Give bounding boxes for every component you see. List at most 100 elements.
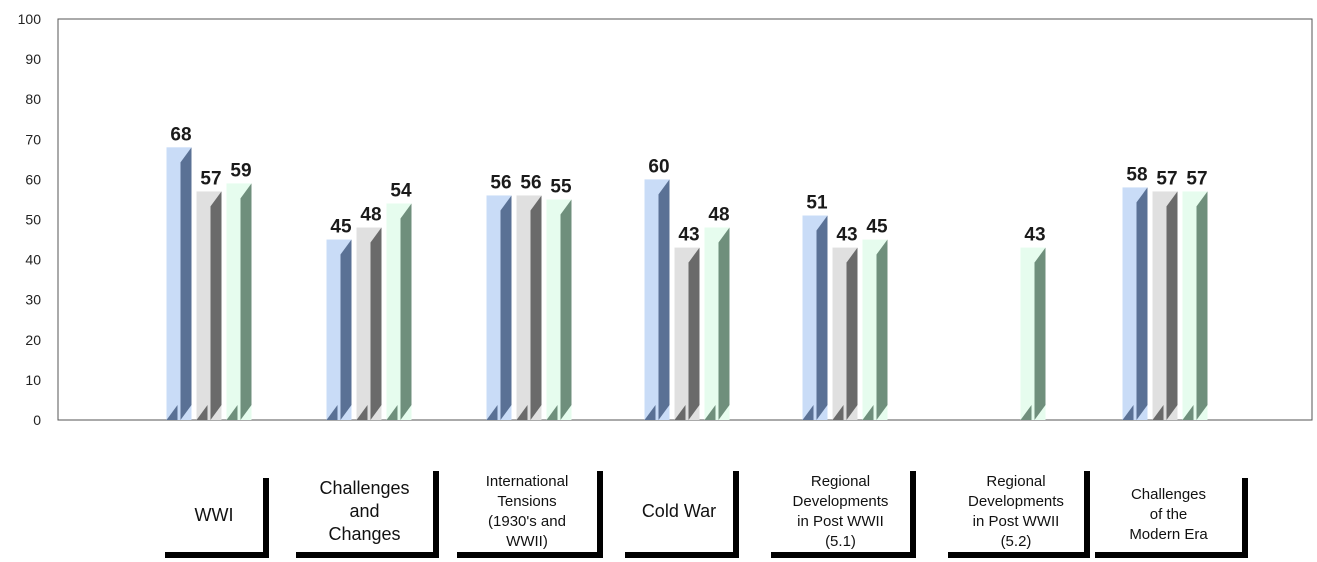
bar-base <box>166 405 178 420</box>
bar <box>166 147 192 420</box>
bar <box>516 195 542 420</box>
bar <box>226 183 252 420</box>
bar-side <box>1034 247 1046 420</box>
bar-side <box>846 247 858 420</box>
bar-side <box>1166 191 1178 420</box>
bar-side <box>688 247 700 420</box>
bar <box>196 191 222 420</box>
bar <box>356 227 382 420</box>
category-label-line: Regional <box>986 472 1046 490</box>
y-tick-label: 20 <box>25 332 41 348</box>
bar-base <box>546 405 558 420</box>
bar <box>546 199 572 420</box>
data-label: 48 <box>708 205 729 226</box>
category-label-line: Regional <box>810 472 871 490</box>
bars <box>166 147 1208 420</box>
bar-side <box>400 203 412 420</box>
bar-base <box>326 405 338 420</box>
bar-side <box>370 227 382 420</box>
category-label-line: and <box>349 501 380 521</box>
bar <box>704 227 730 420</box>
y-tick-label: 100 <box>18 11 42 27</box>
category-label-line: of the <box>1149 506 1188 523</box>
y-tick-label: 60 <box>25 171 41 187</box>
y-tick-label: 0 <box>33 412 41 428</box>
data-label: 45 <box>866 217 888 238</box>
category-label-line: Tensions <box>497 492 557 510</box>
category-label: WWI <box>165 478 269 558</box>
bar <box>644 179 670 420</box>
bar-base <box>644 405 656 420</box>
bar-base <box>674 405 686 420</box>
category-label-line: in Post WWII <box>797 512 884 530</box>
bar-side <box>210 191 222 420</box>
bar <box>1020 247 1046 420</box>
bar-side <box>500 195 512 420</box>
data-label: 60 <box>648 156 669 177</box>
category-label: International Tensions (1930's and WWII) <box>457 471 603 558</box>
bar-base <box>356 405 368 420</box>
category-label-line: Developments <box>792 492 889 510</box>
bar-base <box>802 405 814 420</box>
data-labels: 68 57 59 45 48 54 56 56 55 60 43 48 51 43 45 43 58 57 57 <box>170 124 1207 245</box>
y-tick-label: 50 <box>25 212 41 228</box>
category-label: Cold War <box>625 471 739 558</box>
bar <box>674 247 700 420</box>
bar-side <box>1196 191 1208 420</box>
category-label-line: Challenges <box>1130 486 1207 503</box>
bar-base <box>516 405 528 420</box>
data-label: 43 <box>1024 225 1045 246</box>
data-label: 54 <box>390 180 412 201</box>
y-tick-label: 40 <box>25 252 41 268</box>
category-label-line: Cold War <box>641 501 717 521</box>
y-tick-label: 30 <box>25 292 41 308</box>
data-label: 45 <box>330 217 352 238</box>
bar-base <box>196 405 208 420</box>
bar-side <box>658 179 670 420</box>
data-label: 59 <box>230 160 251 181</box>
data-label: 56 <box>490 172 511 193</box>
category-label-text: Challenges of the Modern Era <box>1129 485 1207 545</box>
category-label: Challenges of the Modern Era <box>1095 478 1248 558</box>
data-label: 57 <box>1156 168 1177 189</box>
bar-base <box>1020 405 1032 420</box>
data-label: 55 <box>550 176 572 197</box>
data-label: 58 <box>1126 164 1147 185</box>
bar-side <box>240 183 252 420</box>
bar-base <box>1152 405 1164 420</box>
bar-base <box>832 405 844 420</box>
bar <box>386 203 412 420</box>
bar-side <box>816 215 828 420</box>
category-label-text: Cold War <box>642 500 716 523</box>
category-label-line: (1930's and <box>488 512 566 530</box>
bar-side <box>340 239 352 420</box>
bar-base <box>226 405 238 420</box>
bar-chart: 0 10 20 30 40 50 60 70 80 90 100 68 57 59 45 48 54 56 56 5… <box>18 11 1313 428</box>
data-label: 57 <box>1186 168 1207 189</box>
bar-base <box>862 405 874 420</box>
bar <box>802 215 828 420</box>
category-label-line: in Post WWII <box>972 512 1060 530</box>
bar <box>1152 191 1178 420</box>
bar <box>1122 187 1148 420</box>
bar-side <box>530 195 542 420</box>
category-label-text: WWI <box>195 504 234 527</box>
y-tick-label: 10 <box>25 372 41 388</box>
category-label-text: Challenges and Changes <box>319 477 409 546</box>
data-label: 56 <box>520 172 541 193</box>
category-label-line: WWII) <box>506 532 548 550</box>
y-tick-label: 90 <box>25 51 41 67</box>
bar <box>832 247 858 420</box>
data-label: 68 <box>170 124 191 145</box>
bar-base <box>1182 405 1194 420</box>
category-label-line: Modern Era <box>1129 526 1208 543</box>
bar-side <box>1136 187 1148 420</box>
category-label: Regional Developments in Post WWII (5.2) <box>948 471 1090 558</box>
bar-base <box>386 405 398 420</box>
bar-side <box>180 147 192 420</box>
category-label-line: International <box>485 472 569 490</box>
category-label-line: (5.2) <box>1000 532 1032 550</box>
data-label: 43 <box>836 225 857 246</box>
bar-side <box>560 199 572 420</box>
category-label-line: Challenges <box>319 478 410 498</box>
